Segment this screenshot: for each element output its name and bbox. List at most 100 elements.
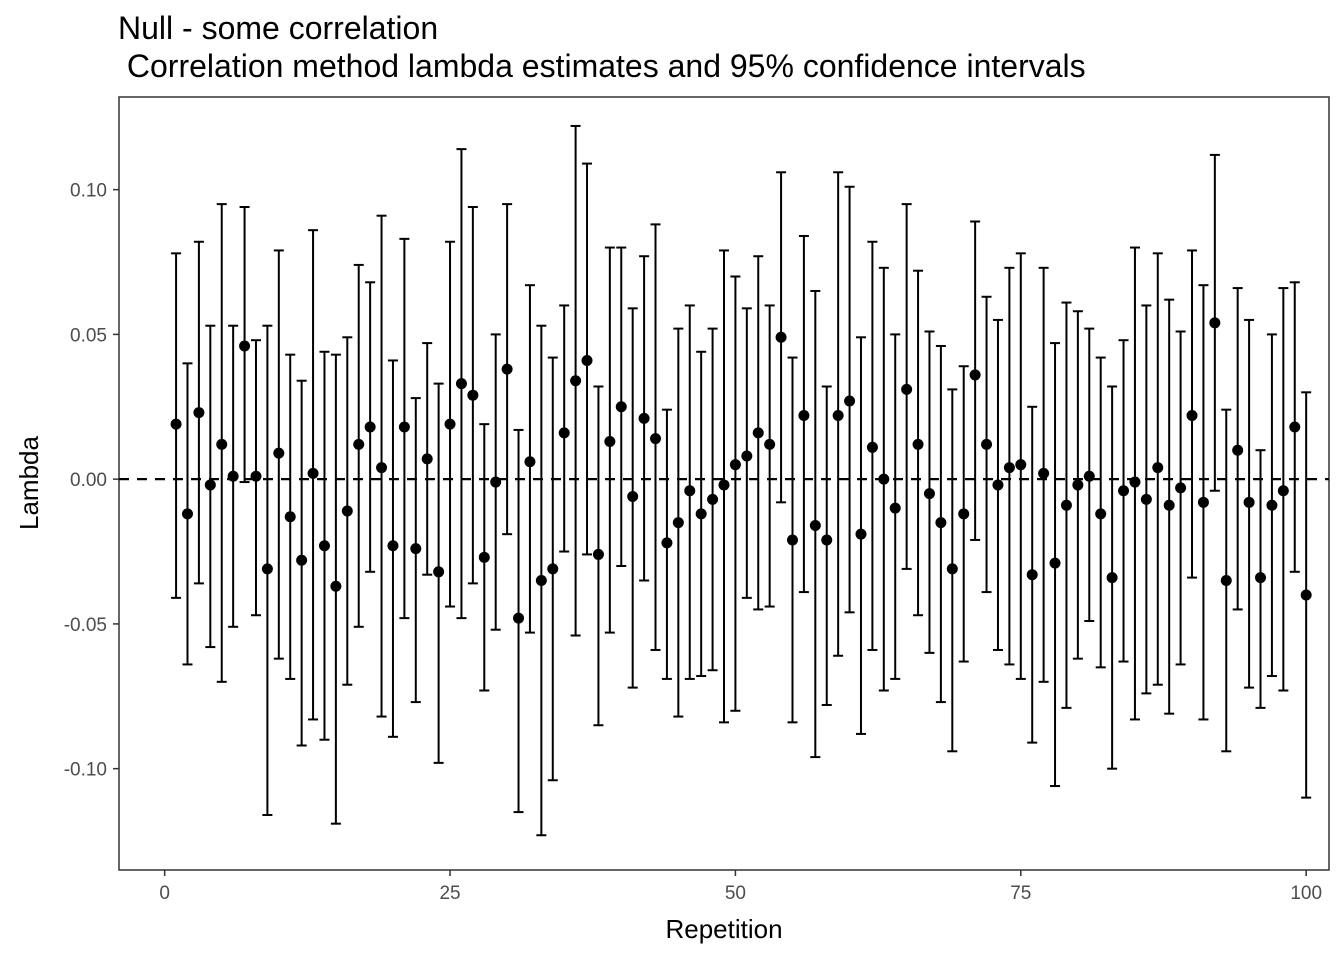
- estimate-point: [981, 438, 993, 450]
- y-tick-label: 0.10: [70, 181, 107, 202]
- estimate-point: [1175, 482, 1187, 494]
- estimate-point: [798, 409, 810, 421]
- estimate-point: [170, 418, 182, 430]
- estimate-point: [638, 412, 650, 424]
- estimate-point: [318, 540, 330, 552]
- estimate-point: [1049, 557, 1061, 569]
- estimate-point: [1277, 485, 1289, 497]
- error-bar: [1118, 339, 1129, 663]
- estimate-point: [1186, 409, 1198, 421]
- estimate-point: [421, 453, 433, 465]
- estimate-point: [558, 427, 570, 439]
- estimate-point: [193, 407, 205, 419]
- estimate-point: [844, 395, 856, 407]
- estimate-point: [398, 421, 410, 433]
- error-bar: [970, 220, 981, 541]
- estimate-point: [878, 473, 890, 485]
- estimate-point: [1060, 499, 1072, 511]
- chart-title: Null - some correlation: [118, 10, 439, 46]
- estimate-point: [969, 369, 981, 381]
- estimate-point: [1289, 421, 1301, 433]
- x-tick-label: 50: [725, 883, 746, 904]
- estimate-point: [752, 427, 764, 439]
- estimate-point: [775, 331, 787, 343]
- x-tick-label: 75: [1010, 883, 1031, 904]
- estimate-point: [923, 488, 935, 500]
- estimate-point: [1015, 459, 1027, 471]
- estimate-point: [239, 340, 251, 352]
- estimate-point: [1197, 496, 1209, 508]
- estimate-point: [330, 580, 342, 592]
- estimate-point: [1038, 467, 1050, 479]
- estimate-point: [1095, 508, 1107, 520]
- estimate-point: [387, 540, 399, 552]
- chart-subtitle: Correlation method lambda estimates and …: [118, 48, 1086, 84]
- estimate-point: [1083, 470, 1095, 482]
- estimate-point: [524, 456, 536, 468]
- estimate-point: [695, 508, 707, 520]
- estimate-point: [741, 450, 753, 462]
- estimate-point: [410, 543, 422, 555]
- panel-border: [118, 96, 1330, 871]
- error-bar: [764, 304, 775, 608]
- estimate-point: [1118, 485, 1130, 497]
- estimate-point: [376, 462, 388, 474]
- estimate-point: [501, 363, 513, 375]
- estimate-point: [455, 378, 467, 390]
- x-tick-label: 100: [1290, 883, 1322, 904]
- estimate-point: [535, 574, 547, 586]
- estimate-point: [341, 505, 353, 517]
- estimate-point: [661, 537, 673, 549]
- estimate-point: [364, 421, 376, 433]
- estimate-point: [889, 502, 901, 514]
- estimate-point: [1232, 444, 1244, 456]
- estimate-point: [1140, 493, 1152, 505]
- estimate-point: [1220, 574, 1232, 586]
- estimate-point: [866, 441, 878, 453]
- estimate-point: [946, 563, 958, 575]
- estimate-point: [1003, 462, 1015, 474]
- estimate-point: [250, 470, 262, 482]
- x-tick-label: 0: [159, 883, 170, 904]
- estimate-point: [992, 479, 1004, 491]
- estimate-point: [684, 485, 696, 497]
- estimate-point: [901, 383, 913, 395]
- estimate-point: [444, 418, 456, 430]
- y-tick-label: -0.10: [64, 760, 107, 781]
- estimate-point: [261, 563, 273, 575]
- estimate-point: [718, 479, 730, 491]
- estimate-point: [570, 375, 582, 387]
- estimate-point: [1129, 476, 1141, 488]
- estimate-point: [832, 409, 844, 421]
- estimate-point: [467, 389, 479, 401]
- x-axis-title: Repetition: [665, 914, 782, 944]
- estimate-point: [912, 438, 924, 450]
- estimate-point: [204, 479, 216, 491]
- y-tick-label: -0.05: [64, 615, 107, 636]
- estimate-point: [307, 467, 319, 479]
- estimate-point: [764, 438, 776, 450]
- estimate-point: [353, 438, 365, 450]
- estimate-point: [1266, 499, 1278, 511]
- estimate-point: [273, 447, 285, 459]
- estimate-point: [707, 493, 719, 505]
- estimate-point: [296, 554, 308, 566]
- estimate-point: [627, 491, 639, 503]
- y-tick-label: 0.05: [70, 325, 107, 346]
- error-bar: [730, 275, 741, 712]
- error-bar: [1175, 330, 1186, 666]
- estimate-point: [1072, 479, 1084, 491]
- estimate-point: [284, 511, 296, 523]
- estimate-point: [615, 401, 627, 413]
- estimate-point: [1163, 499, 1175, 511]
- estimate-point: [650, 433, 662, 445]
- estimate-point: [1243, 496, 1255, 508]
- error-bar: [821, 385, 832, 706]
- estimate-point: [216, 438, 228, 450]
- estimate-point: [181, 508, 193, 520]
- estimate-point: [604, 436, 616, 448]
- estimate-point: [547, 563, 559, 575]
- estimate-point: [581, 354, 593, 366]
- y-tick-label: 0.00: [70, 470, 107, 491]
